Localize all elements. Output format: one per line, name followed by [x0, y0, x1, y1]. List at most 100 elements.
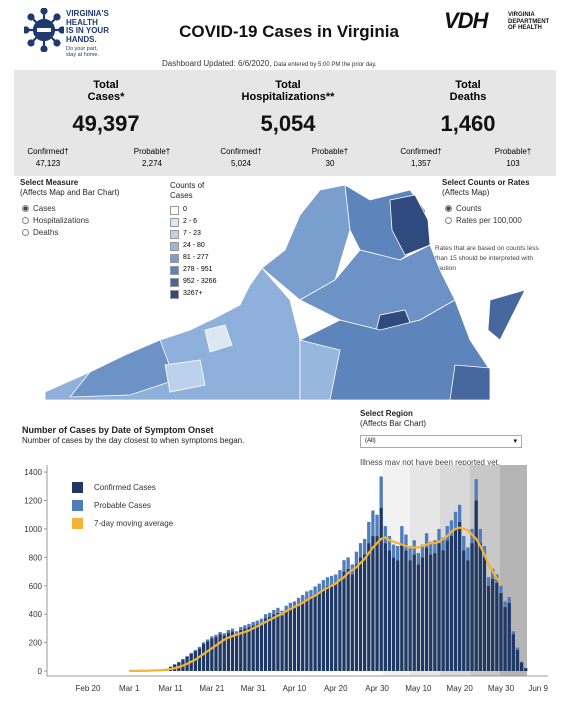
x-tick-label: May 30 — [488, 684, 515, 693]
bar — [391, 557, 396, 671]
radio-option[interactable]: Deaths — [22, 228, 58, 237]
region-dropdown[interactable]: (All) ▾ — [360, 435, 522, 448]
bar — [503, 601, 507, 608]
bar — [416, 553, 421, 565]
bar — [441, 537, 445, 551]
bar — [491, 578, 495, 671]
bar — [181, 658, 185, 660]
bar — [358, 557, 363, 671]
county-region — [487, 289, 526, 341]
bar — [255, 624, 259, 671]
bar — [292, 601, 297, 608]
bar — [363, 538, 367, 555]
radio-label: Rates per 100,000 — [456, 216, 522, 225]
bin-label: 2 - 6 — [183, 218, 198, 225]
bar — [239, 626, 243, 630]
county-region — [94, 334, 131, 363]
bar — [371, 510, 375, 537]
radio-dot[interactable] — [22, 205, 29, 212]
stat-sub-label: Confirmed† — [400, 147, 442, 156]
bar — [247, 626, 251, 671]
bar — [416, 564, 421, 671]
bar — [507, 597, 511, 603]
logo-line: HANDS. — [66, 34, 97, 44]
bar — [420, 557, 425, 671]
bar — [445, 540, 449, 671]
logo-line: VIRGINIA'S — [66, 9, 109, 18]
bar — [449, 520, 454, 537]
region-note: Illness may not have been reported yet. — [360, 458, 501, 467]
y-tick-label: 1400 — [24, 468, 42, 477]
legend-label: Probable Cases — [94, 501, 151, 510]
y-tick-label: 0 — [38, 667, 43, 676]
stat-sub-label: Probable† — [133, 147, 171, 156]
bar — [234, 631, 239, 635]
bin-swatch — [170, 230, 179, 239]
bar — [424, 533, 429, 548]
bar — [284, 605, 288, 612]
stat-sub-value: 2,274 — [141, 159, 163, 168]
bar — [457, 521, 462, 671]
bar — [387, 550, 392, 671]
bar — [453, 511, 458, 529]
bar — [470, 543, 474, 671]
region-title: Select Region — [360, 409, 413, 418]
bar — [309, 597, 313, 671]
bar — [329, 575, 334, 585]
measure-title: Select Measure — [20, 178, 79, 187]
stat-label: Total — [275, 79, 301, 91]
bar — [408, 560, 412, 671]
bar — [375, 514, 379, 537]
bar — [499, 585, 503, 593]
bin-label: 81 - 277 — [183, 254, 209, 261]
radio-dot[interactable] — [22, 217, 29, 224]
virus-icon — [24, 8, 64, 52]
x-tick-label: Apr 10 — [283, 684, 307, 693]
radio-dot[interactable] — [445, 217, 452, 224]
x-tick-label: May 20 — [447, 684, 474, 693]
bar — [239, 629, 243, 671]
updated-date: Dashboard Updated: 6/6/2020, — [162, 59, 272, 68]
bar — [201, 642, 206, 645]
radio-dot[interactable] — [22, 229, 29, 236]
bar — [230, 631, 235, 671]
legend-swatch — [72, 500, 83, 511]
x-tick-label: Mar 11 — [158, 684, 183, 693]
radio-option[interactable]: Counts — [445, 204, 481, 213]
bar — [511, 631, 516, 635]
bar — [222, 633, 226, 636]
bar — [379, 476, 383, 508]
rates-note: Rates that are based on counts less than… — [435, 244, 539, 274]
bin-swatch — [170, 266, 179, 275]
vdh-name: VIRGINIA DEPARTMENT OF HEALTH — [508, 12, 549, 32]
stat-sub-label: Probable† — [494, 147, 532, 156]
bar — [437, 543, 441, 671]
y-tick-label: 400 — [29, 610, 43, 619]
bar — [206, 639, 210, 642]
bar — [424, 547, 429, 671]
bar — [387, 536, 392, 551]
bar — [309, 590, 313, 598]
moving-average-line — [129, 526, 502, 672]
bar — [218, 631, 222, 635]
rates-title: Select Counts or Rates — [442, 178, 530, 187]
page-title: COVID-19 Cases in Virginia — [179, 22, 399, 41]
legend-title-line: Cases — [170, 191, 193, 200]
bar — [429, 554, 433, 671]
bin-label: 3267+ — [183, 290, 203, 297]
x-tick-label: Mar 31 — [241, 684, 266, 693]
bar — [321, 580, 326, 589]
radio-option[interactable]: Rates per 100,000 — [445, 216, 522, 225]
bar — [358, 543, 363, 558]
radio-dot[interactable] — [445, 205, 452, 212]
legend-label: Confirmed Cases — [94, 483, 156, 492]
bar — [367, 521, 371, 544]
stat-label: Hospitalizations** — [241, 91, 335, 103]
legend-swatch — [72, 518, 83, 529]
radio-option[interactable]: Hospitalizations — [22, 216, 89, 225]
radio-option[interactable]: Cases — [22, 204, 56, 213]
bar — [259, 618, 264, 623]
bar — [214, 636, 218, 671]
bar — [350, 574, 354, 671]
bar — [301, 601, 305, 671]
